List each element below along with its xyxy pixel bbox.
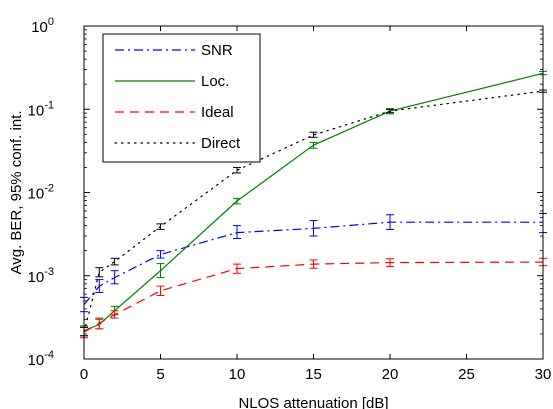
series-ideal <box>80 257 547 339</box>
legend-label-snr: SNR <box>201 42 233 59</box>
legend-label-ideal: Ideal <box>201 104 234 121</box>
legend-label-loc: Loc. <box>201 73 229 90</box>
error-bar-direct <box>110 257 119 266</box>
x-tick-label: 25 <box>458 366 475 383</box>
legend-label-direct: Direct <box>201 135 241 152</box>
error-bar-loc <box>233 197 241 205</box>
error-bar-snr <box>110 270 119 285</box>
series-layer <box>80 70 547 339</box>
series-line-ideal <box>83 261 544 333</box>
series-snr <box>80 212 547 313</box>
error-bar-direct <box>233 166 241 174</box>
x-tick-label: 5 <box>156 366 164 383</box>
x-tick-label: 0 <box>80 366 88 383</box>
x-tick-label: 10 <box>229 366 246 383</box>
error-bar-snr <box>233 225 241 240</box>
x-tick-label: 15 <box>305 366 322 383</box>
error-bar-snr <box>309 220 318 237</box>
x-axis-label: NLOS attenuation [dB] <box>238 395 388 409</box>
legend: SNR Loc. Ideal Direct <box>102 33 261 163</box>
error-bar-ideal <box>386 258 394 268</box>
series-line-snr <box>83 221 543 305</box>
x-tick-label: 30 <box>535 366 552 383</box>
error-bar-ideal <box>156 285 165 296</box>
error-bar-ideal <box>233 263 241 274</box>
error-bar-direct <box>309 131 318 138</box>
error-bar-ideal <box>110 310 119 319</box>
error-bar-snr <box>386 214 394 230</box>
error-bar-ideal <box>309 259 318 269</box>
error-bar-snr <box>95 279 104 293</box>
y-tick-label: 100 <box>31 16 54 36</box>
y-tick-label: 10-4 <box>28 349 54 369</box>
x-tick-label: 20 <box>382 366 399 383</box>
error-bar-snr <box>156 250 165 259</box>
series-line-direct <box>83 90 544 333</box>
error-bar-direct <box>386 109 394 114</box>
error-bar-direct <box>156 223 165 230</box>
error-bar-ideal <box>95 317 104 330</box>
y-tick-label: 10-3 <box>28 266 54 286</box>
y-tick-label: 10-1 <box>28 99 54 119</box>
y-axis-label: Avg. BER, 95% conf. int. <box>8 111 25 275</box>
error-bar-loc <box>156 263 165 279</box>
error-bar-direct <box>95 267 104 278</box>
axis-ticks: 0 5 10 15 20 25 30 10-4 10-3 10-2 10-1 100 <box>28 16 552 383</box>
legend-box <box>102 33 261 163</box>
error-bar-loc <box>309 141 318 149</box>
y-tick-label: 10-2 <box>28 183 54 203</box>
